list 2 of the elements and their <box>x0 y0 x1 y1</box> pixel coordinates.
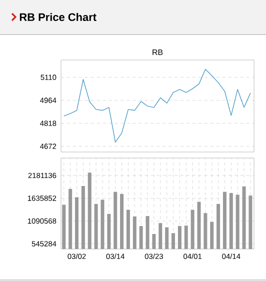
chart-title: RB Price Chart <box>20 12 96 22</box>
line-series <box>64 68 251 143</box>
